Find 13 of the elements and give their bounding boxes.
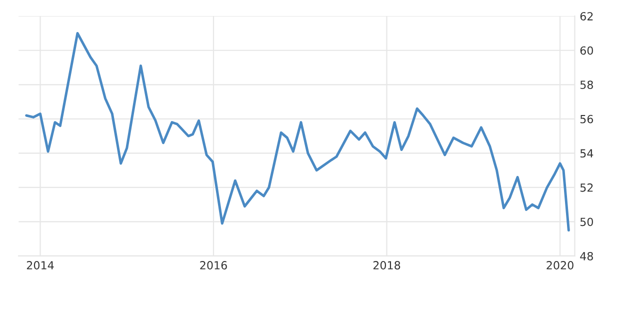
x-tick-label: 2014 [26,261,54,270]
y-tick-label: 52 [580,183,593,192]
y-tick-label: 56 [580,114,594,124]
x-tick-label: 2018 [373,261,400,270]
y-tick-label: 50 [580,218,593,226]
line-series [25,32,570,232]
x-tick-label: 2020 [546,261,574,270]
y-tick-label: 60 [580,46,593,55]
y-tick-label: 48 [580,252,593,260]
y-tick-label: 62 [580,12,593,20]
y-tick-label: 54 [580,149,594,158]
x-tick-label: 2016 [200,261,227,270]
y-tick-label: 58 [580,80,593,90]
